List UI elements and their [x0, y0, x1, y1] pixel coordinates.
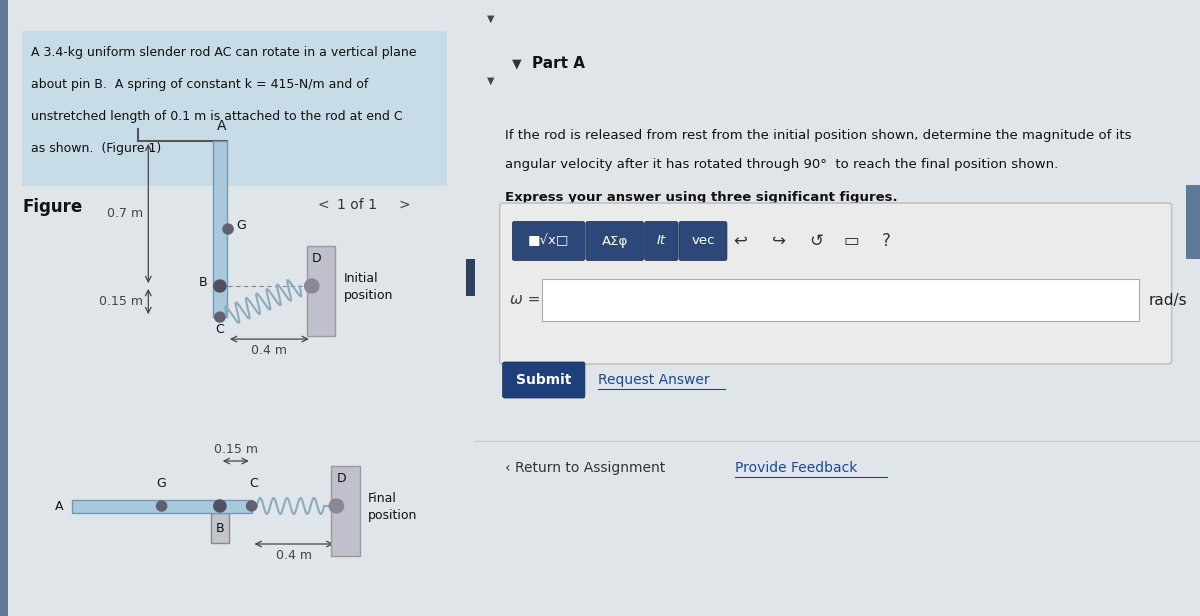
Text: B: B: [199, 277, 208, 290]
Text: 0.7 m: 0.7 m: [107, 207, 143, 220]
Text: Initial: Initial: [343, 272, 378, 285]
Text: ω =: ω =: [510, 293, 541, 307]
Text: Express your answer using three significant figures.: Express your answer using three signific…: [504, 191, 898, 204]
Bar: [212, 141, 227, 317]
Text: position: position: [368, 509, 418, 522]
Circle shape: [329, 499, 343, 513]
Bar: [23, 31, 446, 186]
Text: D: D: [337, 471, 347, 485]
Bar: [542, 279, 1139, 321]
Text: Part A: Part A: [532, 57, 586, 71]
FancyBboxPatch shape: [512, 222, 584, 261]
Text: 0.15 m: 0.15 m: [100, 295, 143, 308]
FancyBboxPatch shape: [644, 222, 678, 261]
FancyBboxPatch shape: [503, 362, 584, 398]
Text: vec: vec: [691, 235, 715, 248]
Text: A: A: [217, 119, 227, 133]
Circle shape: [246, 501, 257, 511]
Text: about pin B.  A spring of constant k = 415-N/m and of: about pin B. A spring of constant k = 41…: [31, 78, 368, 91]
Bar: [0, 0, 8, 616]
Text: 0.4 m: 0.4 m: [276, 549, 312, 562]
Text: Submit: Submit: [516, 373, 571, 387]
Text: as shown.  (Figure 1): as shown. (Figure 1): [31, 142, 161, 155]
Circle shape: [214, 500, 226, 512]
Text: unstretched length of 0.1 m is attached to the rod at end C: unstretched length of 0.1 m is attached …: [31, 110, 402, 123]
Text: ↪: ↪: [772, 232, 786, 250]
Text: ‹ Return to Assignment: ‹ Return to Assignment: [504, 461, 665, 475]
FancyBboxPatch shape: [586, 222, 643, 261]
Circle shape: [214, 280, 226, 292]
Text: D: D: [312, 251, 322, 264]
Circle shape: [305, 279, 319, 293]
Bar: [211, 513, 229, 543]
Text: 0.15 m: 0.15 m: [214, 443, 258, 456]
Text: Provide Feedback: Provide Feedback: [734, 461, 857, 475]
Text: rad/s: rad/s: [1150, 293, 1188, 307]
Text: B: B: [216, 522, 224, 535]
Text: position: position: [343, 290, 392, 302]
Text: C: C: [216, 323, 224, 336]
Text: If the rod is released from rest from the initial position shown, determine the : If the rod is released from rest from th…: [504, 129, 1132, 142]
Text: <: <: [317, 198, 329, 212]
Circle shape: [223, 224, 233, 234]
Text: Figure: Figure: [23, 198, 83, 216]
Bar: [331, 466, 360, 556]
Text: Request Answer: Request Answer: [598, 373, 709, 387]
Text: ■√x□: ■√x□: [528, 235, 569, 248]
Text: G: G: [157, 477, 167, 490]
Text: ▼: ▼: [512, 57, 522, 70]
Text: A 3.4-kg uniform slender rod AC can rotate in a vertical plane: A 3.4-kg uniform slender rod AC can rota…: [31, 46, 416, 59]
FancyBboxPatch shape: [679, 222, 727, 261]
Bar: [72, 500, 252, 513]
Text: It: It: [656, 235, 666, 248]
Bar: [1186, 185, 1200, 259]
Circle shape: [156, 501, 167, 511]
Text: 1 of 1: 1 of 1: [337, 198, 378, 212]
Bar: [466, 259, 475, 296]
Text: angular velocity after it has rotated through 90°  to reach the final position s: angular velocity after it has rotated th…: [504, 158, 1058, 171]
Text: ▼: ▼: [487, 14, 494, 24]
Bar: [307, 246, 335, 336]
Text: ▭: ▭: [844, 232, 859, 250]
Text: ?: ?: [882, 232, 892, 250]
Text: ↩: ↩: [733, 232, 746, 250]
Text: Final: Final: [368, 492, 397, 505]
Text: >: >: [398, 198, 410, 212]
Text: 0.4 m: 0.4 m: [251, 344, 287, 357]
Text: G: G: [236, 219, 246, 232]
FancyBboxPatch shape: [499, 203, 1171, 364]
Text: A: A: [55, 500, 64, 513]
Text: ▼: ▼: [487, 76, 494, 86]
Text: C: C: [250, 477, 258, 490]
Circle shape: [215, 312, 224, 322]
Text: AΣφ: AΣφ: [601, 235, 628, 248]
Text: ↺: ↺: [809, 232, 823, 250]
